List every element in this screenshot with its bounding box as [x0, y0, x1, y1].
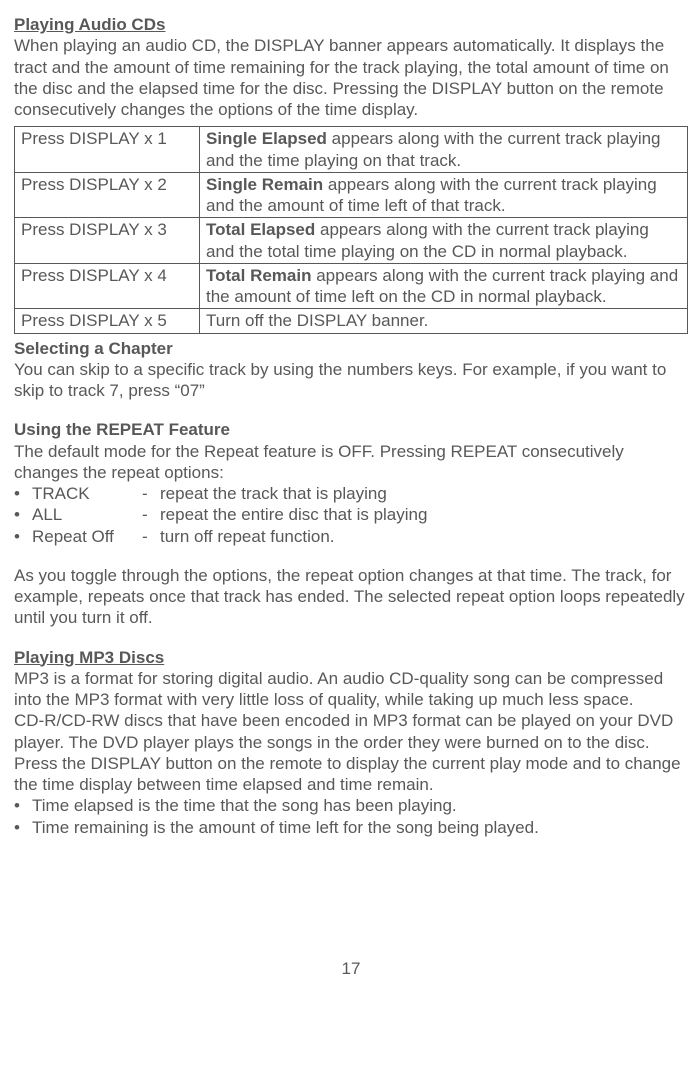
section-selecting-chapter: Selecting a Chapter You can skip to a sp…: [14, 338, 688, 402]
body-text: You can skip to a specific track by usin…: [14, 360, 666, 400]
repeat-label: Repeat Off: [32, 526, 142, 547]
section-playing-mp3: Playing MP3 Discs MP3 is a format for st…: [14, 647, 688, 838]
bullet-icon: •: [14, 795, 32, 816]
list-item: • ALL - repeat the entire disc that is p…: [14, 504, 688, 525]
bullet-icon: •: [14, 483, 32, 504]
table-cell: Press DISPLAY x 5: [15, 309, 200, 333]
list-item: • Time elapsed is the time that the song…: [14, 795, 688, 816]
table-cell: Press DISPLAY x 2: [15, 172, 200, 218]
repeat-desc: repeat the entire disc that is playing: [160, 504, 427, 525]
heading-playing-mp3: Playing MP3 Discs: [14, 648, 164, 667]
repeat-label: TRACK: [32, 483, 142, 504]
body-text: CD-R/CD-RW discs that have been encoded …: [14, 711, 673, 751]
table-cell: Press DISPLAY x 1: [15, 127, 200, 173]
bullet-icon: •: [14, 504, 32, 525]
page-number: 17: [14, 958, 688, 979]
body-text: Press the DISPLAY button on the remote t…: [14, 754, 681, 794]
heading-selecting-chapter: Selecting a Chapter: [14, 339, 173, 358]
repeat-label: ALL: [32, 504, 142, 525]
table-cell: Single Elapsed appears along with the cu…: [200, 127, 688, 173]
table-row: Press DISPLAY x 2 Single Remain appears …: [15, 172, 688, 218]
list-item: • Time remaining is the amount of time l…: [14, 817, 688, 838]
table-cell: Press DISPLAY x 3: [15, 218, 200, 264]
heading-playing-audio-cds: Playing Audio CDs: [14, 15, 165, 34]
bullet-icon: •: [14, 817, 32, 838]
bullet-icon: •: [14, 526, 32, 547]
table-cell: Total Remain appears along with the curr…: [200, 263, 688, 309]
outro-text: As you toggle through the options, the r…: [14, 566, 685, 628]
repeat-desc: repeat the track that is playing: [160, 483, 387, 504]
heading-repeat-feature: Using the REPEAT Feature: [14, 420, 230, 439]
table-row: Press DISPLAY x 1 Single Elapsed appears…: [15, 127, 688, 173]
repeat-desc: turn off repeat function.: [160, 526, 335, 547]
bullet-text: Time remaining is the amount of time lef…: [32, 817, 539, 838]
list-item: • Repeat Off - turn off repeat function.: [14, 526, 688, 547]
table-cell: Total Elapsed appears along with the cur…: [200, 218, 688, 264]
list-item: • TRACK - repeat the track that is playi…: [14, 483, 688, 504]
body-text: MP3 is a format for storing digital audi…: [14, 669, 663, 709]
table-row: Press DISPLAY x 3 Total Elapsed appears …: [15, 218, 688, 264]
section-playing-audio-cds: Playing Audio CDs When playing an audio …: [14, 14, 688, 120]
table-cell: Single Remain appears along with the cur…: [200, 172, 688, 218]
bullet-text: Time elapsed is the time that the song h…: [32, 795, 457, 816]
table-cell: Press DISPLAY x 4: [15, 263, 200, 309]
intro-text: When playing an audio CD, the DISPLAY ba…: [14, 36, 669, 119]
table-row: Press DISPLAY x 5 Turn off the DISPLAY b…: [15, 309, 688, 333]
display-options-table: Press DISPLAY x 1 Single Elapsed appears…: [14, 126, 688, 333]
table-cell: Turn off the DISPLAY banner.: [200, 309, 688, 333]
intro-text: The default mode for the Repeat feature …: [14, 442, 624, 482]
section-repeat-feature: Using the REPEAT Feature The default mod…: [14, 419, 688, 628]
table-row: Press DISPLAY x 4 Total Remain appears a…: [15, 263, 688, 309]
